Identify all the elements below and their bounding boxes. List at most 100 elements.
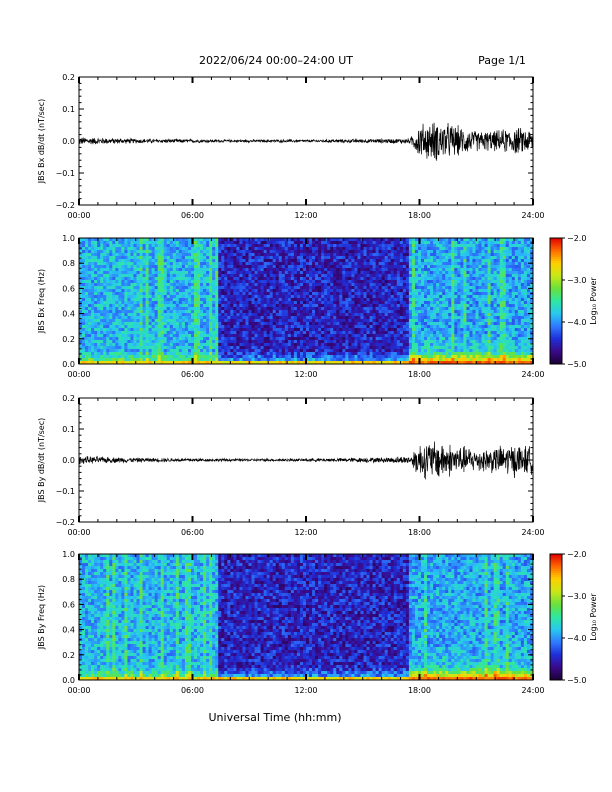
spectrogram-cell: [224, 307, 228, 311]
spectrogram-cell: [118, 319, 122, 323]
spectrogram-cell: [333, 265, 337, 269]
spectrogram-cell: [133, 322, 137, 326]
spectrogram-cell: [390, 313, 395, 317]
spectrogram-cell: [411, 268, 416, 272]
spectrogram-cell: [299, 265, 304, 269]
spectrogram-cell: [257, 238, 261, 242]
spectrogram-cell: [278, 355, 283, 359]
spectrogram-cell: [263, 349, 268, 353]
spectrogram-cell: [414, 292, 419, 296]
spectrogram-cell: [266, 343, 271, 347]
spectrogram-cell: [139, 247, 143, 251]
spectrogram-cell: [85, 322, 89, 326]
spectrogram-cell: [169, 310, 174, 314]
spectrogram-cell: [236, 325, 240, 329]
spectrogram-cell: [106, 313, 110, 317]
spectrogram-cell: [260, 304, 265, 308]
spectrogram-cell: [302, 256, 307, 260]
spectrogram-cell: [336, 358, 340, 362]
spectrogram-cell: [245, 310, 249, 314]
spectrogram-cell: [330, 244, 334, 248]
spectrogram-cell: [342, 295, 346, 299]
spectrogram-cell: [166, 259, 171, 263]
spectrogram-cell: [163, 247, 168, 251]
spectrogram-cell: [257, 361, 261, 365]
spectrogram-cell: [424, 271, 428, 275]
spectrogram-cell: [212, 298, 216, 302]
spectrogram-cell: [348, 253, 352, 257]
spectrogram-cell: [118, 352, 122, 356]
spectrogram-cell: [327, 337, 331, 341]
spectrogram-cell: [94, 325, 98, 329]
spectrogram-cell: [194, 265, 198, 269]
spectrogram-cell: [166, 340, 171, 344]
spectrogram-cell: [139, 304, 143, 308]
spectrogram-cell: [148, 340, 153, 344]
spectrogram-cell: [312, 262, 316, 266]
spectrogram-cell: [197, 274, 201, 278]
spectrogram-cell: [230, 280, 234, 284]
spectrogram-cell: [203, 277, 207, 281]
spectrogram-cell: [115, 343, 119, 347]
spectrogram-cell: [272, 355, 277, 359]
spectrogram-cell: [230, 313, 234, 317]
spectrogram-cell: [115, 289, 119, 293]
spectrogram-cell: [127, 289, 131, 293]
spectrogram-cell: [94, 301, 98, 305]
spectrogram-cell: [336, 292, 340, 296]
spectrogram-cell: [384, 259, 389, 263]
spectrogram-cell: [351, 358, 355, 362]
spectrogram-cell: [287, 247, 292, 251]
spectrogram-cell: [263, 250, 268, 254]
spectrogram-cell: [236, 304, 240, 308]
spectrogram-cell: [411, 349, 416, 353]
spectrogram-cell: [411, 250, 416, 254]
spectrogram-cell: [260, 256, 265, 260]
spectrogram-cell: [245, 319, 249, 323]
spectrogram-cell: [381, 271, 386, 275]
spectrogram-cell: [321, 328, 325, 332]
spectrogram-cell: [393, 307, 398, 311]
spectrogram-cell: [369, 307, 373, 311]
spectrogram-cell: [269, 301, 274, 305]
spectrogram-cell: [251, 247, 255, 251]
spectrogram-cell: [321, 361, 325, 365]
spectrogram-cell: [414, 343, 419, 347]
spectrogram-cell: [103, 352, 107, 356]
spectrogram-cell: [136, 256, 140, 260]
spectrogram-cell: [414, 283, 419, 287]
spectrogram-cell: [197, 358, 201, 362]
spectrogram-cell: [145, 253, 150, 257]
spectrogram-cell: [327, 307, 331, 311]
spectrogram-cell: [145, 244, 150, 248]
spectrogram-cell: [88, 247, 92, 251]
spectrogram-cell: [100, 304, 104, 308]
spectrogram-cell: [390, 259, 395, 263]
spectrogram-cell: [318, 337, 322, 341]
spectrogram-cell: [169, 268, 174, 272]
spectrogram-cell: [411, 277, 416, 281]
spectrogram-cell: [251, 316, 255, 320]
spectrogram-cell: [221, 301, 225, 305]
spectrogram-cell: [363, 250, 367, 254]
spectrogram-cell: [269, 271, 274, 275]
spectrogram-cell: [175, 343, 180, 347]
spectrogram-cell: [142, 259, 146, 263]
spectrogram-cell: [318, 343, 322, 347]
spectrogram-cell: [333, 310, 337, 314]
spectrogram-cell: [327, 271, 331, 275]
spectrogram-cell: [184, 313, 189, 317]
spectrogram-cell: [402, 325, 407, 329]
spectrogram-cell: [94, 268, 98, 272]
spectrogram-cell: [194, 244, 198, 248]
spectrogram-cell: [363, 271, 367, 275]
spectrogram-cell: [260, 271, 265, 275]
spectrogram-cell: [299, 313, 304, 317]
spectrogram-cell: [178, 277, 183, 281]
spectrogram-cell: [293, 301, 298, 305]
spectrogram-cell: [281, 319, 286, 323]
spectrogram-cell: [100, 358, 104, 362]
spectrogram-cell: [206, 343, 210, 347]
spectrogram-cell: [302, 310, 307, 314]
spectrogram-cell: [106, 280, 110, 284]
